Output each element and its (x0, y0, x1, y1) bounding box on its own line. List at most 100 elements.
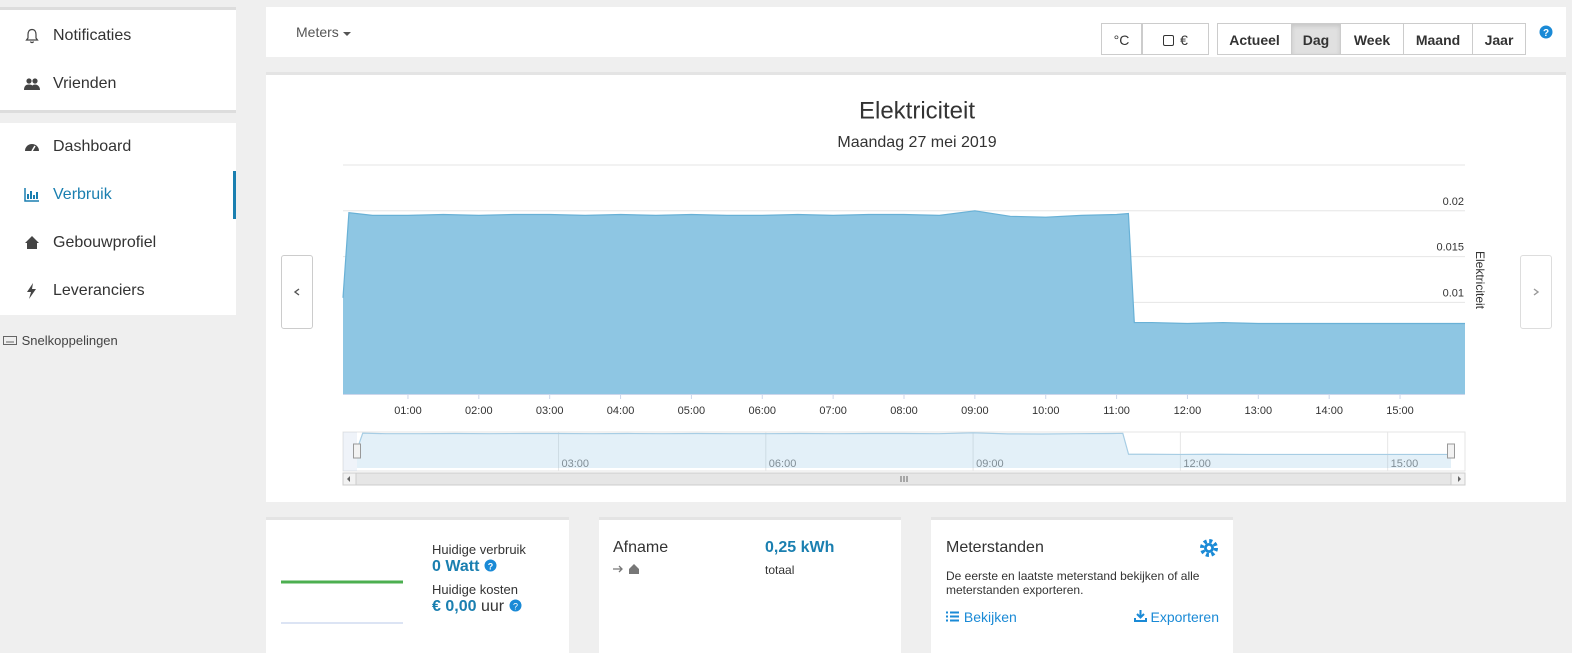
sidebar-icon (24, 78, 40, 90)
meters-menu[interactable]: Meters (296, 24, 351, 40)
period-button[interactable]: Actueel (1217, 23, 1292, 55)
cost: € 0,00 (432, 598, 477, 615)
navigator-handle (353, 443, 361, 459)
shortcuts[interactable]: Snelkoppelingen (3, 333, 118, 348)
x-tick-label: 11:00 (1103, 405, 1130, 417)
svg-text:?: ? (513, 602, 518, 612)
svg-text:?: ? (1543, 28, 1549, 39)
direction-icon (613, 564, 639, 574)
x-tick-label: 05:00 (678, 405, 706, 417)
x-tick-label: 04:00 (607, 405, 635, 417)
chart-subtitle: Maandag 27 mei 2019 (837, 134, 996, 151)
prev-button[interactable] (281, 255, 313, 329)
x-tick-label: 13:00 (1245, 405, 1273, 417)
keyboard-icon (3, 336, 17, 345)
x-tick-label: 08:00 (890, 405, 918, 417)
nav-icon (24, 188, 39, 202)
usage-label: Huidige verbruik (432, 542, 526, 557)
x-tick-label: 01:00 (394, 405, 422, 417)
help-icon[interactable]: ? (1539, 25, 1553, 39)
sidebar-item[interactable]: Notificaties (0, 12, 236, 60)
navigator-tick-label: 15:00 (1391, 458, 1419, 470)
nav-item[interactable]: Verbruik (0, 171, 236, 219)
meterstanden-card: Meterstanden De eerste en laatste meters… (931, 517, 1233, 653)
nav-item[interactable]: Leveranciers (0, 267, 236, 315)
afname-value: 0,25 kWh (765, 539, 835, 556)
period-button[interactable]: Maand (1403, 23, 1473, 55)
x-tick-label: 10:00 (1032, 405, 1060, 417)
y-axis-title: Elektriciteit (1473, 251, 1487, 310)
view-link[interactable]: Bekijken (946, 609, 1017, 625)
y-tick-label: 0.01 (1443, 287, 1464, 299)
sidebar-icon (25, 28, 39, 44)
cost-label: Huidige kosten (432, 582, 518, 597)
y-tick-label: 0.015 (1436, 242, 1464, 254)
nav-item[interactable]: Dashboard (0, 123, 236, 171)
x-tick-label: 07:00 (819, 405, 847, 417)
area-line (342, 210, 1465, 325)
nav-icon (25, 236, 39, 249)
toggle-button[interactable]: € (1142, 23, 1209, 55)
scroll-right (1458, 476, 1461, 482)
meterstanden-title: Meterstanden (946, 539, 1044, 556)
scrollbar-grip (900, 476, 908, 482)
svg-text:?: ? (488, 562, 494, 572)
navigator-area (356, 432, 1451, 456)
nav-icon (25, 144, 39, 152)
meterstanden-description: De eerste en laatste meterstand bekijken… (946, 569, 1200, 597)
afname-title: Afname (613, 539, 669, 556)
cost-unit: uur (480, 598, 505, 615)
nav-item[interactable]: Gebouwprofiel (0, 219, 236, 267)
view-label: Bekijken (963, 609, 1017, 625)
list-icon (946, 611, 959, 622)
shortcuts-label: Snelkoppelingen (21, 333, 118, 348)
usage: 0 Watt (432, 558, 480, 575)
toggle-button[interactable]: °C (1101, 23, 1142, 55)
afname-note: totaal (765, 563, 795, 577)
caret (342, 32, 351, 36)
sidebar-nav: Dashboard Verbruik Gebouwprofiel Leverancie… (0, 123, 236, 315)
navigator-tick-label: 09:00 (976, 458, 1004, 470)
period-button[interactable]: Jaar (1472, 23, 1526, 55)
y-tick-label: 0.02 (1443, 196, 1464, 208)
x-tick-label: 12:00 (1174, 405, 1202, 417)
settings-icon[interactable] (1199, 538, 1219, 558)
prev-icon (293, 288, 300, 296)
usage-value: 0 Watt ? (432, 558, 497, 576)
chart-title: Elektriciteit (859, 97, 975, 124)
area-line-fill (343, 210, 1465, 394)
navigator-mask (343, 432, 357, 471)
next-icon (1533, 288, 1540, 296)
checkbox[interactable] (1163, 35, 1175, 46)
navigator-tick-label: 12:00 (1183, 458, 1211, 470)
navigator-handle (1447, 443, 1455, 459)
period-button[interactable]: Dag (1291, 23, 1341, 55)
x-tick-label: 09:00 (961, 405, 989, 417)
x-tick-label: 14:00 (1315, 405, 1343, 417)
period-button[interactable]: Week (1340, 23, 1404, 55)
navigator-area-fill (357, 432, 1451, 468)
sparkline (281, 580, 403, 624)
x-tick-label: 06:00 (749, 405, 777, 417)
scroll-left (347, 476, 350, 482)
meters-label: Meters (296, 24, 339, 40)
next-button[interactable] (1520, 255, 1552, 329)
help-icon[interactable]: ? (484, 559, 497, 572)
x-tick-label: 03:00 (536, 405, 564, 417)
x-tick-label: 02:00 (465, 405, 493, 417)
current-card: Huidige verbruik 0 Watt ? Huidige kosten… (266, 517, 569, 653)
sidebar-top: Notificaties Vrienden (0, 7, 236, 113)
cost-value: € 0,00 uur ? (432, 598, 522, 616)
chart: Elektriciteit Maandag 27 mei 2019 Elektr… (342, 97, 1487, 486)
export-link[interactable]: Exporteren (1133, 609, 1219, 625)
download-icon (1133, 610, 1147, 622)
help-icon[interactable]: ? (509, 599, 522, 612)
sidebar-item[interactable]: Vrienden (0, 60, 236, 108)
toolbar: Meters ? °C € Actueel Dag Week Maand Jaar (266, 7, 1566, 57)
navigator-tick-label: 03:00 (562, 458, 590, 470)
navigator-frame (342, 431, 1466, 472)
export-label: Exporteren (1150, 609, 1219, 625)
nav-icon (27, 283, 36, 299)
x-tick-label: 15:00 (1386, 405, 1414, 417)
